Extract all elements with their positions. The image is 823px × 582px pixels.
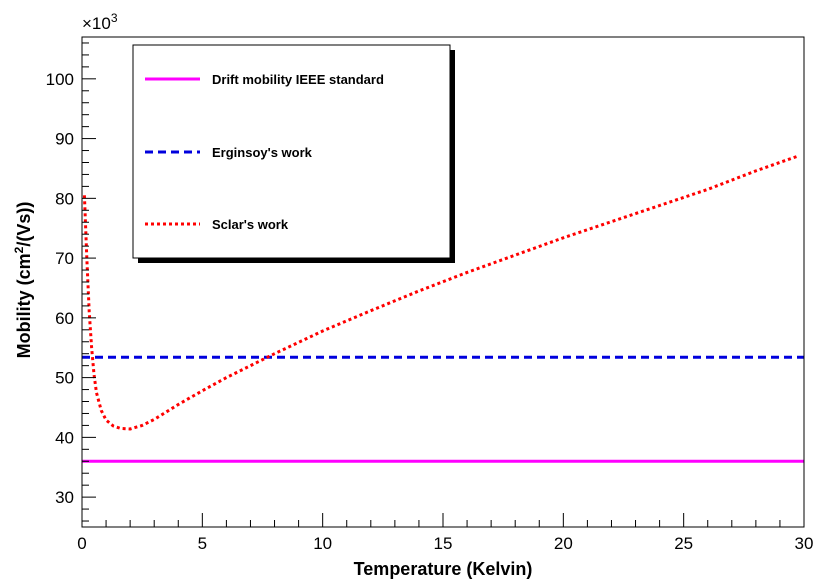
series-line-3 — [82, 155, 798, 431]
x-axis-title: Temperature (Kelvin) — [354, 559, 533, 579]
y-tick-label: 100 — [46, 70, 74, 89]
y-tick-label: 40 — [55, 428, 74, 447]
legend-label-3: Sclar's work — [212, 217, 289, 232]
x-tick-label: 10 — [313, 534, 332, 553]
y-tick-label: 50 — [55, 369, 74, 388]
plot-area — [82, 155, 804, 463]
y-tick-label: 90 — [55, 130, 74, 149]
y-tick-label: 30 — [55, 488, 74, 507]
y-axis-title: Mobility (cm2/(Vs)) — [12, 202, 34, 359]
y-tick-label: 70 — [55, 249, 74, 268]
axes: 0 5 10 15 20 25 30 30 40 50 60 70 80 90 100 — [46, 36, 814, 553]
y-tick-label: 80 — [55, 189, 74, 208]
x-tick-label: 20 — [554, 534, 573, 553]
x-tick-label: 30 — [795, 534, 814, 553]
x-tick-label: 15 — [434, 534, 453, 553]
legend-label-2: Erginsoy's work — [212, 145, 313, 160]
x-tick-label: 0 — [77, 534, 86, 553]
x-tick-label: 25 — [674, 534, 693, 553]
y-tick-label: 60 — [55, 309, 74, 328]
legend-label-1: Drift mobility IEEE standard — [212, 72, 384, 87]
x-tick-label: 5 — [198, 534, 207, 553]
y-multiplier: ×103 — [82, 11, 118, 33]
legend: Drift mobility IEEE standard Erginsoy's w… — [132, 44, 455, 263]
